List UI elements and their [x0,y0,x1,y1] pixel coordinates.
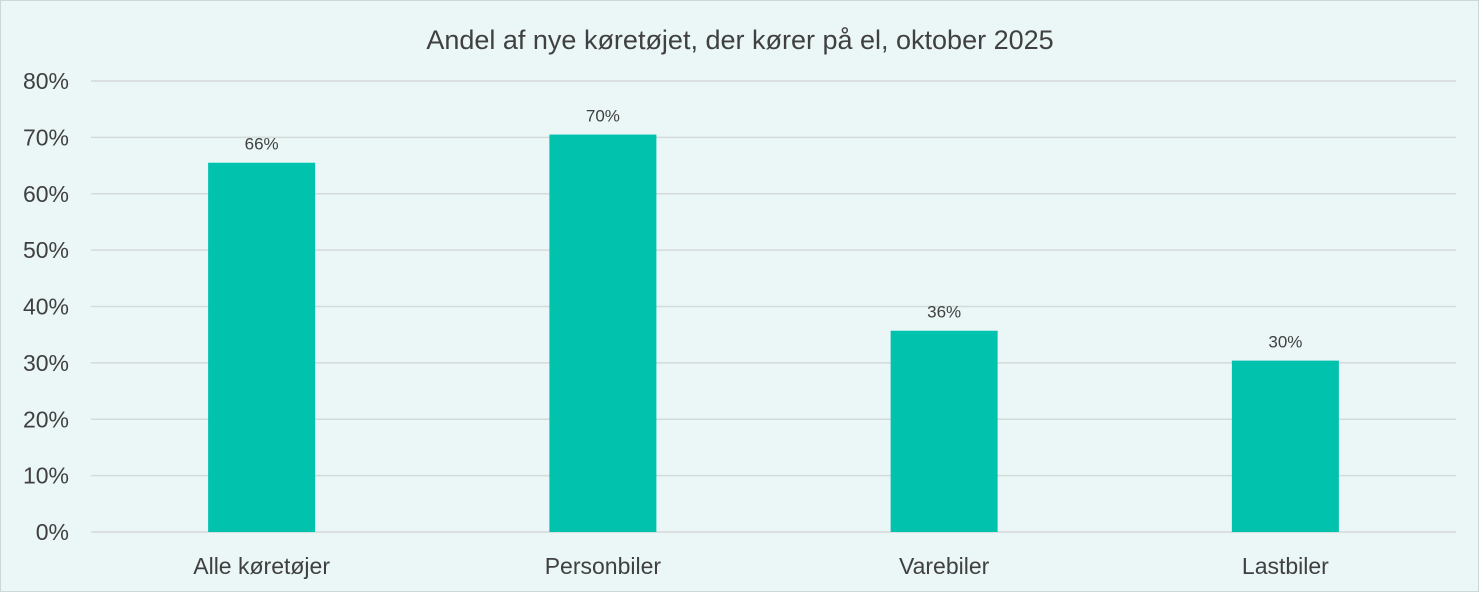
bar [549,134,657,532]
y-tick-label: 80% [23,68,69,94]
bar [1231,360,1339,532]
y-tick-label: 10% [23,463,69,489]
data-label: 36% [927,303,961,322]
x-axis-ticks: Alle køretøjer Personbiler Varebiler Lastbi… [193,553,1329,579]
y-tick-label: 60% [23,181,69,207]
gridlines [91,80,1456,533]
chart-title: Andel af nye køretøjet, der kører på el,… [426,25,1053,55]
data-label: 70% [586,107,620,126]
x-tick-label: Lastbiler [1242,553,1329,579]
y-tick-label: 20% [23,406,69,432]
bars [208,134,1339,532]
data-label: 30% [1268,333,1302,352]
x-tick-label: Varebiler [899,553,990,579]
y-axis-ticks: 0% 10% 20% 30% 40% 50% 60% 70% 80% [23,68,69,545]
y-tick-label: 30% [23,350,69,376]
y-tick-label: 50% [23,237,69,263]
y-tick-label: 40% [23,294,69,320]
x-tick-label: Personbiler [545,553,662,579]
data-label: 66% [245,135,279,154]
y-tick-label: 0% [36,519,69,545]
y-tick-label: 70% [23,124,69,150]
data-labels: 66% 70% 36% 30% [245,107,1303,352]
bar [890,330,998,532]
bar [208,162,316,532]
x-tick-label: Alle køretøjer [193,553,330,579]
